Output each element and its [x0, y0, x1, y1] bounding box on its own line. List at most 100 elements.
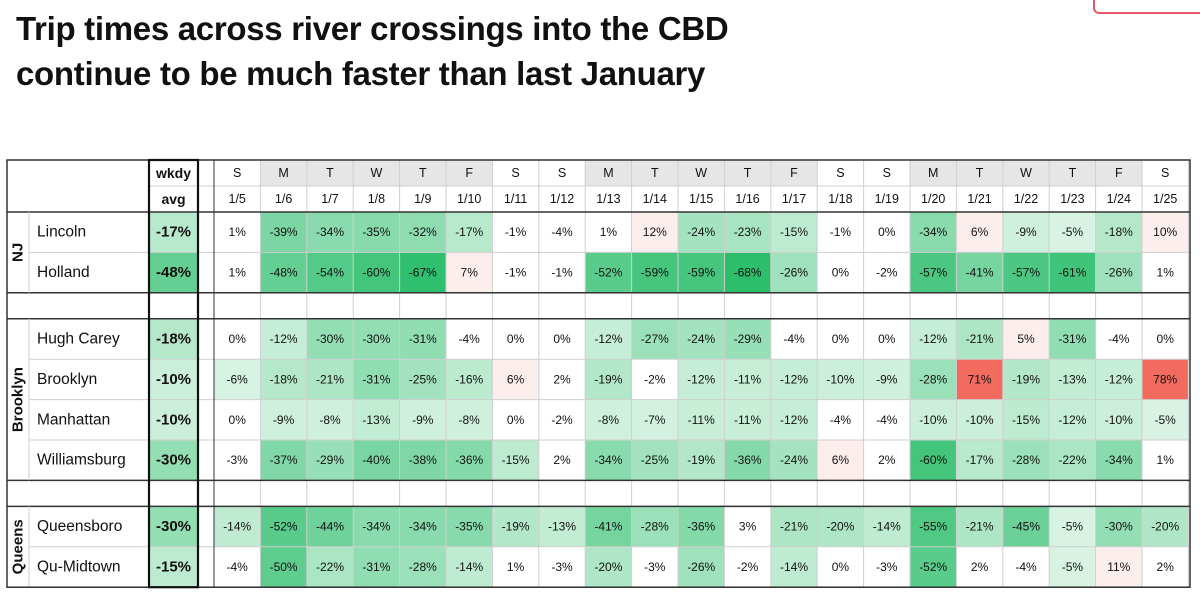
- heatmap-cell: [1049, 318, 1096, 360]
- cell-value-label: 7%: [461, 266, 479, 280]
- row-label: Brooklyn: [37, 371, 97, 388]
- heatmap-cell: [306, 399, 354, 440]
- cell-value-label: -67%: [409, 266, 437, 280]
- group-label: Brooklyn: [10, 367, 27, 432]
- heatmap-cell: [1142, 440, 1189, 481]
- cell-value-label: -12%: [270, 332, 298, 346]
- cell-value-label: -2%: [876, 266, 898, 280]
- cell-value-label: -11%: [688, 413, 715, 427]
- cell-value-label: -19%: [502, 520, 530, 534]
- cell-value-label: -30%: [362, 332, 390, 346]
- cell-value-label: -23%: [734, 225, 762, 239]
- cell-value-label: -4%: [459, 332, 481, 346]
- cell-value-label: -34%: [919, 225, 947, 239]
- date-label: 1/10: [457, 192, 481, 206]
- heatmap-cell: [1095, 440, 1142, 481]
- heatmap-cell: [724, 252, 771, 293]
- day-of-week-label: W: [370, 166, 382, 180]
- day-of-week-label: S: [233, 166, 241, 180]
- heatmap-cell: [817, 440, 864, 481]
- heatmap-cell: [631, 506, 678, 547]
- heatmap-cell: [1002, 212, 1050, 253]
- header-weekday-shade: [306, 160, 354, 186]
- heatmap-cell: [770, 440, 818, 481]
- cell-value-label: -3%: [876, 560, 898, 574]
- heatmap-cell: [1142, 399, 1189, 440]
- cell-value-label: -34%: [1105, 453, 1133, 467]
- cell-value-label: -1%: [551, 266, 573, 280]
- header-weekday-shade: [1049, 160, 1096, 186]
- row-label: Lincoln: [37, 224, 86, 241]
- cell-value-label: 1%: [1157, 453, 1175, 467]
- heatmap-cell: [492, 440, 539, 481]
- heatmap-cell: [306, 546, 354, 588]
- day-of-week-label: F: [1115, 166, 1123, 180]
- day-of-week-label: M: [278, 166, 288, 180]
- heatmap-cell: [1002, 546, 1050, 588]
- cell-value-label: -1%: [505, 266, 527, 280]
- cell-value-label: -8%: [319, 413, 341, 427]
- header-weekday-shade: [260, 160, 307, 186]
- cell-value-label: -31%: [362, 372, 390, 386]
- heatmap-cell: [724, 318, 771, 360]
- cell-value-label: -35%: [362, 225, 390, 239]
- heatmap-cell: [492, 318, 539, 360]
- heatmap-cell: [863, 440, 910, 481]
- date-label: 1/21: [967, 192, 991, 206]
- cell-value-label: -68%: [734, 266, 762, 280]
- heatmap-cell: [353, 399, 400, 440]
- cell-value-label: -16%: [455, 372, 483, 386]
- cell-value-label: 1%: [1157, 266, 1175, 280]
- cell-value-label: 0%: [229, 413, 247, 427]
- cell-value-label: -37%: [270, 453, 298, 467]
- heatmap-cell: [910, 318, 957, 360]
- cell-value-label: -12%: [594, 332, 622, 346]
- cell-value-label: -2%: [551, 413, 573, 427]
- cell-value-label: -15%: [1012, 413, 1040, 427]
- heatmap-cell: [1049, 399, 1096, 440]
- heatmap-cell: [678, 440, 725, 481]
- heatmap-cell: [492, 399, 539, 440]
- cell-value-label: -4%: [783, 332, 805, 346]
- cell-value-label: -12%: [1058, 413, 1086, 427]
- cell-value-label: -15%: [780, 225, 808, 239]
- heatmap-cell: [538, 212, 586, 253]
- cell-value-label: 2%: [553, 453, 571, 467]
- heatmap-cell: [585, 359, 632, 400]
- cell-value-label: 0%: [507, 413, 525, 427]
- day-of-week-label: M: [603, 166, 613, 180]
- cell-value-label: -36%: [455, 453, 483, 467]
- day-of-week-label: F: [465, 166, 473, 180]
- heatmap-cell: [1095, 359, 1142, 400]
- date-label: 1/18: [828, 192, 852, 206]
- heatmap-cell: [1049, 212, 1096, 253]
- cell-value-label: -28%: [641, 520, 669, 534]
- cell-value-label: -50%: [270, 560, 298, 574]
- heatmap-cell: [399, 399, 446, 440]
- cell-value-label: -1%: [830, 225, 852, 239]
- day-of-week-label: S: [1161, 166, 1169, 180]
- heatmap-cell: [353, 440, 400, 481]
- day-of-week-label: F: [790, 166, 798, 180]
- cell-value-label: -22%: [1058, 453, 1086, 467]
- cell-value-label: 10%: [1153, 225, 1177, 239]
- heatmap-cell: [956, 252, 1003, 293]
- heatmap-cell: [678, 546, 725, 588]
- heatmap-cell: [770, 546, 818, 588]
- cell-value-label: 0%: [507, 332, 525, 346]
- cell-value-label: -34%: [316, 225, 344, 239]
- heatmap-cell: [1095, 399, 1142, 440]
- cell-value-label: -25%: [641, 453, 669, 467]
- heatmap-cell: [678, 318, 725, 360]
- cell-value-label: 2%: [971, 560, 989, 574]
- avg-cell: [149, 359, 198, 400]
- heatmap-cell: [306, 212, 354, 253]
- cell-value-label: -34%: [594, 453, 622, 467]
- heatmap-cell: [399, 359, 446, 400]
- cell-value-label: 2%: [1157, 560, 1175, 574]
- cell-value-label: -52%: [270, 520, 298, 534]
- day-of-week-label: T: [976, 166, 984, 180]
- heatmap-cell: [724, 546, 771, 588]
- heatmap-cell: [910, 546, 957, 588]
- cell-value-label: -7%: [644, 413, 666, 427]
